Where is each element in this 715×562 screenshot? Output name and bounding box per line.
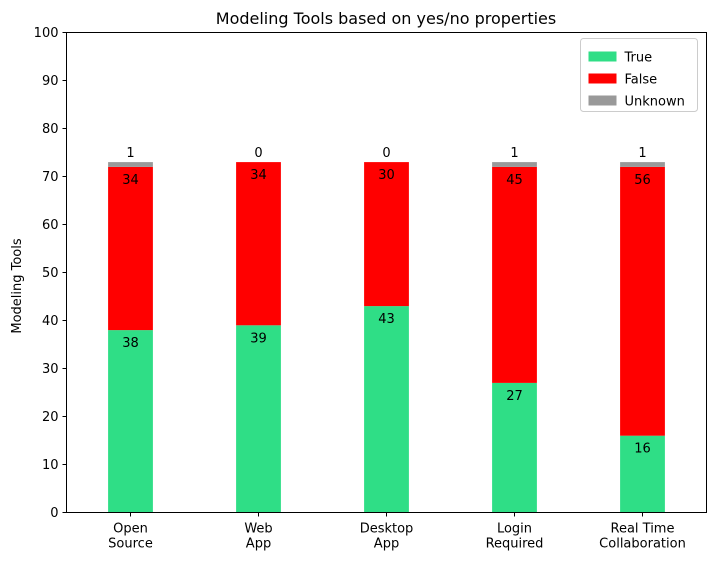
bar-unknown-3 — [492, 162, 537, 167]
bar-unknown-0 — [108, 162, 153, 167]
bar-unknown-4 — [620, 162, 665, 167]
legend-label-true: True — [624, 51, 653, 66]
y-tick-label-30: 30 — [42, 362, 59, 377]
y-tick-label-80: 80 — [42, 122, 59, 137]
y-tick-label-40: 40 — [42, 314, 59, 329]
y-tick-label-60: 60 — [42, 218, 59, 233]
bar-label-false-3: 45 — [506, 173, 523, 188]
y-tick-label-70: 70 — [42, 170, 59, 185]
legend: True False Unknown — [580, 38, 698, 112]
bar-label-unknown-2: 0 — [382, 146, 390, 161]
bar-label-unknown-0: 1 — [126, 146, 134, 161]
bar-false-0 — [108, 166, 153, 331]
y-axis-label: Modeling Tools — [10, 238, 25, 334]
bar-label-false-1: 34 — [250, 168, 267, 183]
x-axis: Open Source Web App Desktop App Login Required R… — [108, 512, 686, 552]
bar-label-true-2: 43 — [378, 312, 395, 327]
bar-label-true-3: 27 — [506, 389, 523, 404]
bar-false-4 — [620, 166, 665, 436]
bar-false-2 — [364, 162, 409, 307]
bar-label-unknown-3: 1 — [510, 146, 518, 161]
x-tick-label-4: Real Time Collaboration — [599, 522, 686, 552]
bar-label-true-1: 39 — [250, 331, 267, 346]
x-tick-label-3: Login Required — [486, 522, 544, 552]
y-tick-label-100: 100 — [34, 26, 59, 41]
y-tick-label-0: 0 — [50, 506, 58, 521]
legend-swatch-unknown — [588, 95, 617, 106]
bars-layer — [108, 162, 665, 513]
x-tick-label-2: Desktop App — [360, 522, 414, 552]
bar-true-2 — [364, 306, 409, 513]
y-axis: 0 10 20 30 40 50 60 70 80 90 100 — [34, 26, 67, 521]
bar-false-3 — [492, 166, 537, 383]
y-tick-label-20: 20 — [42, 410, 59, 425]
y-tick-label-10: 10 — [42, 458, 59, 473]
legend-label-false: False — [625, 73, 658, 88]
bar-true-4 — [620, 435, 665, 513]
y-tick-label-90: 90 — [42, 74, 59, 89]
bar-label-unknown-4: 1 — [638, 146, 646, 161]
chart-title: Modeling Tools based on yes/no propertie… — [216, 9, 556, 28]
bar-true-3 — [492, 382, 537, 513]
y-tick-label-50: 50 — [42, 266, 59, 281]
bar-true-1 — [236, 325, 281, 513]
bar-labels-layer: 38 34 1 39 34 0 43 30 0 27 45 1 16 56 1 — [122, 146, 651, 457]
x-tick-label-1: Web App — [244, 522, 272, 552]
legend-swatch-false — [588, 73, 617, 84]
bar-true-0 — [108, 330, 153, 513]
bar-label-true-0: 38 — [122, 336, 139, 351]
bar-label-false-0: 34 — [122, 173, 139, 188]
bar-label-false-4: 56 — [634, 173, 651, 188]
x-tick-label-0: Open Source — [108, 522, 153, 552]
bar-label-unknown-1: 0 — [254, 146, 262, 161]
bar-false-1 — [236, 162, 281, 326]
legend-label-unknown: Unknown — [625, 95, 685, 110]
bar-label-false-2: 30 — [378, 168, 395, 183]
bar-label-true-4: 16 — [634, 442, 651, 457]
legend-swatch-true — [588, 51, 617, 62]
